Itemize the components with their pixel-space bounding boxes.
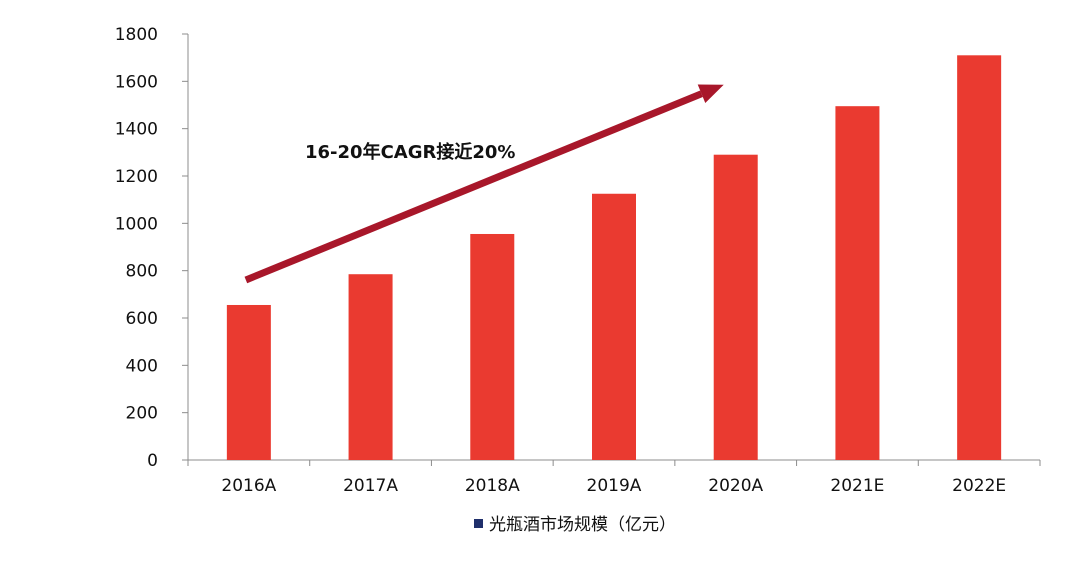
x-tick-label: 2017A (343, 476, 398, 496)
annotation-text: 16-20年CAGR接近20% (305, 141, 515, 163)
bar (348, 274, 393, 460)
cagr-arrow-shaft (244, 90, 703, 284)
legend-marker (474, 519, 483, 528)
x-tick-label: 2016A (221, 476, 276, 496)
x-tick-label: 2018A (465, 476, 520, 496)
x-tick-label: 2022E (952, 476, 1006, 496)
legend-label: 光瓶酒市场规模（亿元） (489, 515, 676, 535)
y-tick-label: 200 (126, 404, 158, 424)
bar (470, 233, 515, 460)
legend: 光瓶酒市场规模（亿元） (474, 515, 676, 535)
cagr-annotation: 16-20年CAGR接近20% (244, 84, 724, 284)
bar (713, 154, 758, 460)
y-tick-label: 400 (126, 356, 158, 376)
y-tick-label: 1000 (115, 214, 158, 234)
y-tick-label: 0 (147, 451, 158, 471)
bar (835, 106, 880, 460)
y-tick-label: 1200 (115, 167, 158, 187)
y-tick-label: 1400 (115, 120, 158, 140)
bars (226, 55, 1002, 461)
y-axis: 0 200 400 600 800 1000 1200 1400 1600 1800 (115, 25, 189, 471)
y-tick-label: 1800 (115, 25, 158, 45)
y-tick-label: 600 (126, 309, 158, 329)
bar (592, 193, 636, 460)
x-tick-label: 2020A (708, 476, 763, 496)
x-tick-label: 2021E (830, 476, 884, 496)
x-axis: 2016A 2017A 2018A 2019A 2020A 2021E 2022E (187, 459, 1041, 496)
bar (226, 304, 271, 460)
x-tick-label: 2019A (587, 476, 642, 496)
y-tick-label: 800 (126, 262, 158, 282)
cagr-arrow-head (697, 84, 724, 104)
y-tick-label: 1600 (115, 72, 158, 92)
bar (957, 55, 1002, 461)
